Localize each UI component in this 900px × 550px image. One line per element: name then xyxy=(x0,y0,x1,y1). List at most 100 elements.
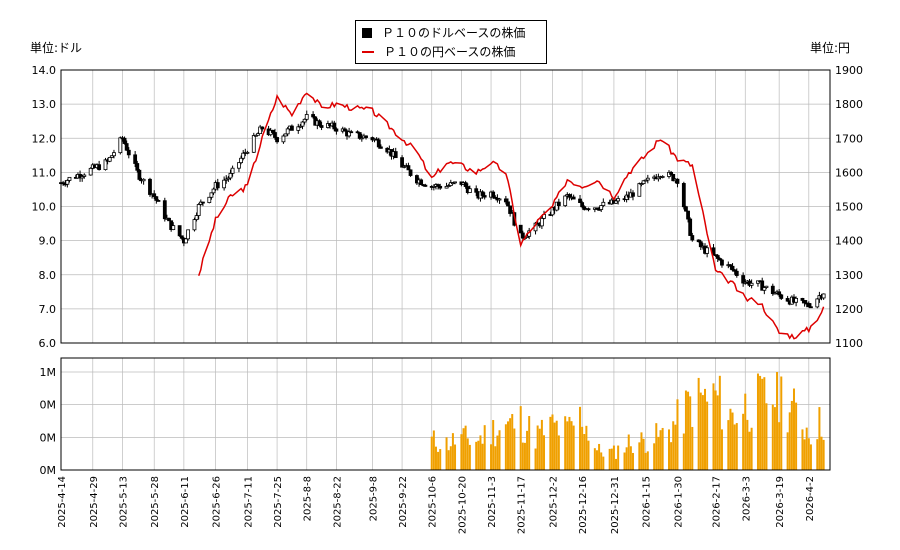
candle-body xyxy=(785,298,790,302)
candle-body xyxy=(480,191,485,196)
x-tick-label: 2025-7-11 xyxy=(243,476,254,528)
candle-body xyxy=(639,183,644,185)
candle-body xyxy=(156,200,161,202)
volume-bar xyxy=(551,414,554,470)
volume-bar xyxy=(786,432,789,470)
jpy-price-line xyxy=(197,92,825,340)
x-tick-label: 2025-12-2 xyxy=(548,476,559,528)
right-tick-label: 1900 xyxy=(835,64,863,77)
candle-body xyxy=(148,178,152,195)
candle-body xyxy=(370,137,375,141)
candle-body xyxy=(595,207,599,210)
volume-bar xyxy=(511,414,514,470)
candle-body xyxy=(614,200,618,204)
volume-bar xyxy=(776,372,779,470)
volume-bar xyxy=(483,425,486,470)
volume-tick-label: 0M xyxy=(40,399,57,412)
candle-body xyxy=(376,139,381,148)
volume-axis-ticks: 0M 0M 0M 1M xyxy=(40,366,57,477)
volume-bar xyxy=(765,403,768,470)
volume-bar xyxy=(534,448,537,470)
candle-body xyxy=(802,300,807,304)
volume-bar xyxy=(720,429,723,470)
candle-body xyxy=(332,122,337,130)
volume-bar xyxy=(697,377,700,470)
candle-body xyxy=(141,178,146,182)
candle-body xyxy=(133,154,138,164)
candle-body xyxy=(230,167,235,174)
volume-bar xyxy=(617,445,620,470)
left-axis-ticks: 6.0 7.0 8.0 9.0 10.0 11.0 12.0 13.0 14.0 xyxy=(32,64,57,350)
volume-bar xyxy=(659,430,662,470)
candle-body xyxy=(698,241,703,248)
volume-bar xyxy=(460,434,463,470)
volume-bar xyxy=(494,446,497,470)
candle-body xyxy=(88,167,93,176)
candle-body xyxy=(378,146,383,149)
volume-bar xyxy=(638,442,641,470)
candle-body xyxy=(349,131,354,134)
volume-bar xyxy=(780,376,783,470)
candle-body xyxy=(126,149,131,156)
volume-bar xyxy=(792,388,795,470)
volume-tick-label: 0M xyxy=(40,431,57,444)
volume-bar xyxy=(600,452,603,470)
candle-body xyxy=(463,182,468,187)
candle-body xyxy=(616,198,621,202)
candle-body xyxy=(300,121,305,127)
candle-body xyxy=(764,285,769,288)
candle-body xyxy=(580,202,585,208)
candle-body xyxy=(743,281,748,284)
volume-bar xyxy=(631,452,634,470)
x-tick-label: 2025-9-22 xyxy=(398,476,409,528)
volume-bar xyxy=(712,383,715,470)
volume-bar xyxy=(706,401,709,470)
candle-body xyxy=(493,196,498,199)
candle-body xyxy=(497,198,502,201)
volume-bar xyxy=(540,419,543,470)
volume-bar xyxy=(509,418,512,470)
candle-body xyxy=(112,152,116,157)
volume-bar xyxy=(623,452,626,470)
candle-body xyxy=(270,129,275,133)
volume-bar xyxy=(744,393,747,470)
volume-bar xyxy=(490,444,493,470)
volume-bar xyxy=(504,424,507,470)
candle-body xyxy=(319,125,324,128)
legend-label-jpy: Ｐ１０の円ベースの株価 xyxy=(384,45,516,59)
usd-candlesticks xyxy=(59,110,826,309)
candle-body xyxy=(503,198,508,203)
volume-bar xyxy=(449,446,452,470)
volume-bar xyxy=(627,434,630,470)
candle-body xyxy=(686,210,690,220)
volume-bar xyxy=(528,416,531,470)
candle-body xyxy=(192,219,197,231)
volume-bar xyxy=(731,412,734,470)
volume-bar xyxy=(735,423,738,470)
candle-body xyxy=(474,188,479,193)
candle-body xyxy=(641,180,646,184)
candle-body xyxy=(228,172,233,179)
x-tick-label: 2026-4-2 xyxy=(805,476,816,521)
left-tick-label: 9.0 xyxy=(39,235,57,248)
volume-tick-label: 0M xyxy=(40,464,57,477)
candle-body xyxy=(67,176,72,181)
candle-body xyxy=(669,171,674,175)
right-tick-label: 1800 xyxy=(835,98,863,111)
candle-body xyxy=(671,173,676,182)
volume-bar xyxy=(727,420,730,470)
candle-body xyxy=(770,285,775,295)
candle-body xyxy=(821,293,826,299)
volume-bar xyxy=(587,440,590,470)
volume-bar xyxy=(513,428,516,470)
x-tick-label: 2025-4-14 xyxy=(57,476,68,528)
volume-bar xyxy=(549,416,552,470)
volume-bar xyxy=(468,444,471,470)
candle-body xyxy=(226,177,231,180)
volume-bars xyxy=(430,372,825,470)
candle-body xyxy=(777,291,782,296)
volume-bar xyxy=(629,446,632,470)
candle-body xyxy=(154,196,159,201)
volume-bar xyxy=(822,439,825,470)
